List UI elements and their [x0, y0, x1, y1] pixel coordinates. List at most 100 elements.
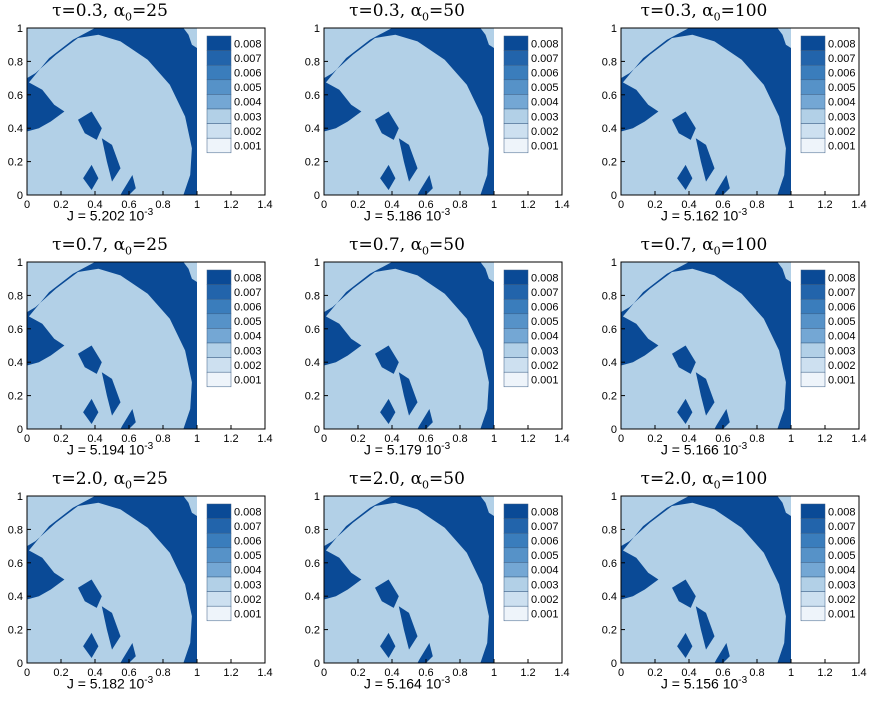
y-tick-label: 0.4	[602, 123, 617, 135]
legend-swatch	[503, 576, 529, 592]
legend-label: 0.008	[828, 272, 856, 284]
x-tick-label: 1.2	[223, 667, 238, 679]
title-tau: τ=0.7	[349, 235, 400, 255]
legend-label: 0.004	[234, 565, 262, 577]
region-dark-band	[27, 28, 197, 195]
contour-panel: τ=0.3, α0=25 0 0.2 0.4 0.6 0.8 1 1.2 1.4 0 0.2 0.4 0…	[0, 0, 297, 234]
y-tick-label: 0	[17, 190, 23, 202]
x-tick-label: 0.8	[452, 199, 467, 211]
y-tick-label: 0	[314, 190, 320, 202]
legend-swatch	[800, 371, 826, 388]
region-dark-finger	[398, 372, 418, 416]
x-tick-label: 1.2	[817, 199, 832, 211]
x-tick-label: 0.2	[53, 667, 68, 679]
title-tau: τ=0.3	[640, 1, 692, 21]
y-tick-label: 0.2	[305, 625, 320, 637]
title-alpha-value: =25	[132, 1, 168, 21]
panel-title: τ=2.0, α0=50	[317, 469, 497, 491]
objective-value-label: J = 5.182 10-3	[20, 675, 200, 692]
title-separator: ,	[102, 235, 114, 255]
region-corner	[183, 496, 197, 516]
legend-swatch	[503, 64, 529, 81]
objective-value-exponent: -3	[441, 441, 451, 452]
plot-area: 0 0.2 0.4 0.6 0.8 1 1.2 1.4 0 0.2 0.4 0.6 0.8 1 0.008 0…	[8, 23, 273, 211]
x-tick-label: 1	[194, 667, 200, 679]
x-tick-label: 1	[194, 199, 200, 211]
region-dark-finger	[677, 398, 693, 424]
y-tick-label: 1	[611, 23, 617, 35]
x-tick-label: 0.8	[452, 433, 467, 445]
title-alpha: α	[410, 1, 423, 21]
legend-label: 0.001	[234, 141, 262, 153]
x-tick-label: 0.6	[715, 199, 730, 211]
legend-label: 0.007	[531, 53, 559, 65]
x-tick-label: 0	[24, 433, 30, 445]
title-tau: τ=0.7	[52, 235, 103, 255]
legend-swatch	[206, 313, 232, 329]
x-tick-label: 0.4	[87, 199, 102, 211]
title-tau: τ=0.3	[52, 1, 103, 21]
x-tick-label: 1.4	[554, 667, 569, 679]
region-dark-finger	[695, 138, 715, 182]
y-tick-label: 1	[611, 257, 617, 269]
legend-label: 0.005	[234, 82, 262, 94]
region-corner	[777, 496, 791, 516]
legend-label: 0.007	[828, 521, 856, 533]
y-tick-label: 1	[314, 491, 320, 503]
contour-field	[621, 496, 791, 663]
legend-label: 0.002	[828, 126, 856, 138]
y-tick-label: 0.2	[305, 157, 320, 169]
legend-swatch	[800, 605, 826, 622]
title-alpha-value: =25	[132, 469, 168, 489]
y-tick-label: 0.6	[8, 90, 23, 102]
legend-label: 0.004	[531, 331, 559, 343]
title-alpha-subscript: 0	[125, 478, 133, 492]
legend-label: 0.007	[234, 521, 262, 533]
title-tau: τ=0.7	[640, 235, 692, 255]
contour-panel: τ=2.0, α0=25 0 0.2 0.4 0.6 0.8 1 1.2 1.4 0 0.2 0.4 0…	[0, 468, 297, 702]
legend-swatch	[800, 547, 826, 563]
region-dark-finger	[101, 606, 121, 650]
region-dark-finger	[78, 345, 102, 374]
y-tick-label: 0.2	[8, 391, 23, 403]
legend-swatch	[503, 108, 529, 124]
title-tau: τ=0.3	[349, 1, 400, 21]
y-tick-label: 0.6	[602, 324, 617, 336]
plot-area: 0 0.2 0.4 0.6 0.8 1 1.2 1.4 0 0.2 0.4 0.6 0.8 1 0.008 0…	[8, 491, 273, 679]
legend-swatch	[503, 269, 529, 285]
legend-swatch	[800, 503, 826, 519]
x-tick-label: 0.8	[155, 433, 170, 445]
axes-frame	[323, 495, 563, 664]
region-dark-finger	[120, 175, 136, 195]
x-tick-label: 1.4	[851, 199, 866, 211]
legend-label: 0.008	[828, 506, 856, 518]
region-dark-finger	[83, 164, 99, 190]
title-alpha: α	[113, 469, 126, 489]
title-alpha-subscript: 0	[713, 10, 721, 24]
legend-swatch	[800, 562, 826, 578]
legend-label: 0.008	[234, 272, 262, 284]
x-tick-label: 0.6	[121, 667, 136, 679]
legend-swatch	[503, 503, 529, 519]
legend-label: 0.007	[828, 53, 856, 65]
panel-title: τ=0.3, α0=25	[20, 1, 200, 23]
title-alpha-value: =25	[132, 235, 168, 255]
legend-swatch	[206, 562, 232, 578]
x-tick-label: 0.4	[681, 667, 696, 679]
legend-label: 0.008	[531, 38, 559, 50]
plot-area: 0 0.2 0.4 0.6 0.8 1 1.2 1.4 0 0.2 0.4 0.6 0.8 1 0.008 0…	[305, 257, 570, 445]
axes-frame	[620, 495, 860, 664]
x-tick-label: 0	[321, 667, 327, 679]
y-tick-label: 1	[314, 23, 320, 35]
legend-label: 0.007	[531, 287, 559, 299]
region-dark-lobe	[27, 549, 65, 600]
y-tick-label: 0.6	[8, 558, 23, 570]
panel-title: τ=0.7, α0=100	[614, 235, 794, 257]
legend-swatch	[503, 137, 529, 154]
region-dark-finger	[375, 345, 399, 374]
region-dark-band	[621, 496, 791, 663]
legend-label: 0.003	[531, 111, 559, 123]
legend-label: 0.004	[531, 565, 559, 577]
region-dark-lobe	[27, 315, 65, 366]
region-dark-lobe	[324, 81, 362, 132]
